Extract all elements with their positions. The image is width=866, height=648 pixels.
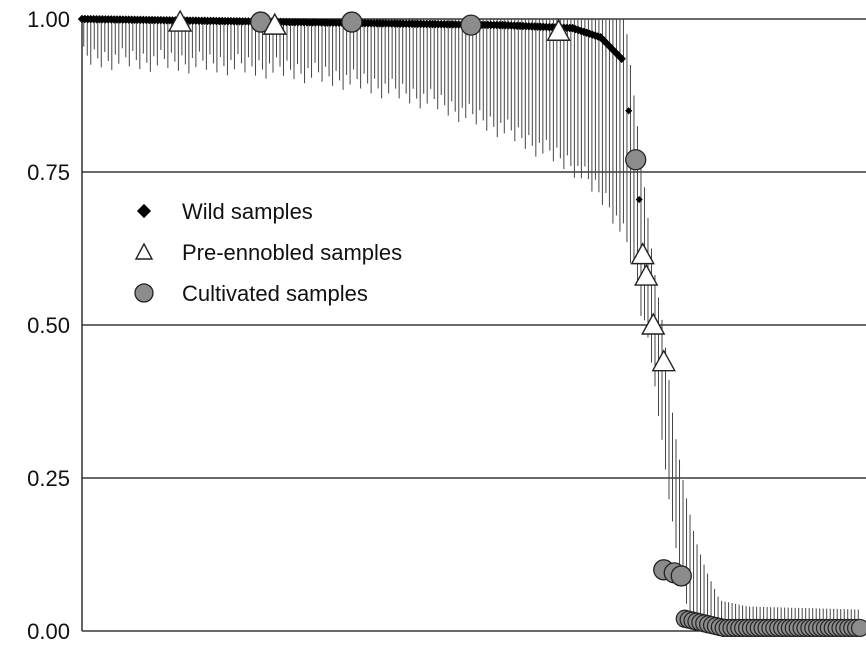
legend-circle-icon (134, 283, 154, 303)
cultivated-point (460, 14, 482, 36)
pre-ennobled-series (167, 9, 676, 372)
wild-point (625, 107, 633, 115)
pre-ennobled-point (634, 263, 659, 286)
pre-ennobled-point (641, 312, 666, 335)
cultivated-point (625, 149, 647, 171)
cultivated-point (850, 618, 866, 638)
pre-ennobled-point (546, 18, 571, 41)
legend-label: Pre-ennobled samples (182, 240, 402, 265)
pre-ennobled-point (651, 349, 676, 372)
grid-lines (81, 18, 866, 632)
pre-ennobled-point (630, 242, 655, 265)
y-tick-label: 0.25 (27, 466, 70, 491)
legend: Wild samples Pre-ennobled samples Cultivat… (134, 199, 402, 306)
y-tick-label: 1.00 (27, 7, 70, 32)
legend-diamond-icon (136, 203, 152, 219)
pre-ennobled-point (167, 9, 193, 32)
cultivated-series (250, 11, 866, 638)
y-tick-label: 0.00 (27, 619, 70, 644)
y-tick-label: 0.50 (27, 313, 70, 338)
pre-ennobled-point (262, 12, 287, 35)
cultivated-point (670, 565, 692, 587)
legend-triangle-icon (134, 242, 154, 260)
legend-label: Wild samples (182, 199, 313, 224)
wild-point (635, 196, 643, 204)
y-tick-labels: 0.00 0.25 0.50 0.75 1.00 (27, 7, 70, 644)
legend-label: Cultivated samples (182, 281, 368, 306)
y-tick-label: 0.75 (27, 160, 70, 185)
cultivated-point (341, 11, 363, 33)
